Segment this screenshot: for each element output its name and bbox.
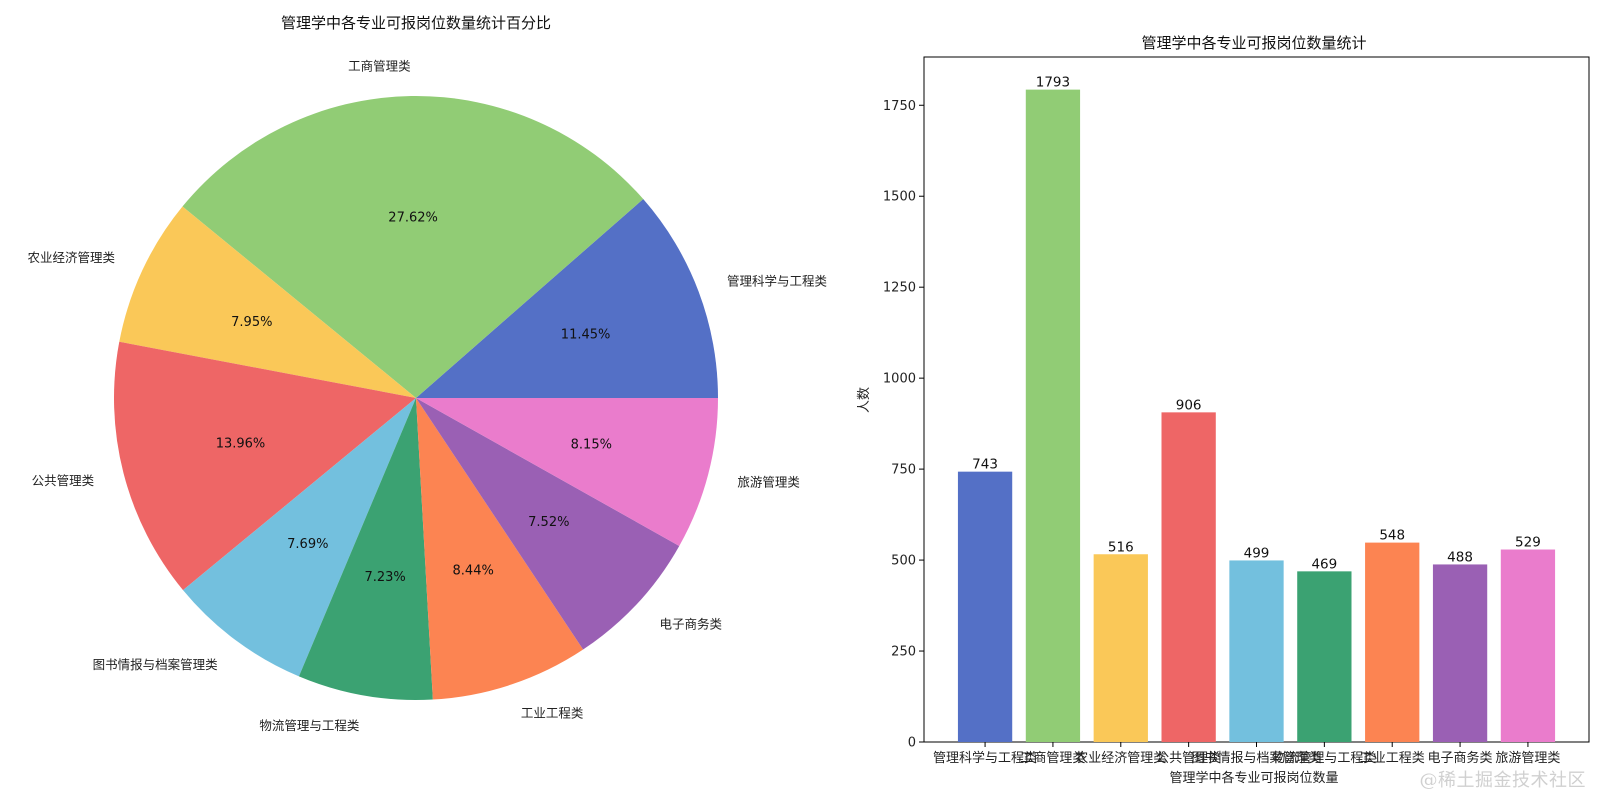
pie-percent-label: 11.45%: [561, 328, 611, 343]
x-tick-label: 管理科学与工程类: [933, 750, 1037, 766]
pie-slice: [182, 96, 644, 398]
bar-chart: 管理学中各专业可报岗位数量统计 0 250 500 750 1000 1250 1500 17…: [857, 34, 1590, 786]
bar: [1500, 549, 1556, 742]
bars: [957, 89, 1556, 743]
pie-percent-label: 27.62%: [388, 210, 438, 225]
pie-category-label: 公共管理类: [32, 473, 95, 488]
pie-category-label: 农业经济管理类: [27, 250, 115, 265]
pie-percent-label: 7.52%: [528, 515, 569, 530]
y-tick-label: 1500: [883, 190, 916, 205]
y-tick-label: 500: [891, 554, 916, 569]
pie-category-label: 物流管理与工程类: [259, 718, 360, 733]
pie-slices: [113, 96, 718, 701]
pie-category-label: 管理科学与工程类: [727, 274, 828, 289]
pie-category-label: 工商管理类: [348, 58, 411, 73]
x-tick-label: 工商管理类: [1020, 751, 1085, 766]
x-tick-label: 电子商务类: [1428, 750, 1493, 766]
bar-value-label: 529: [1515, 535, 1541, 551]
y-axis-ticks: 0 250 500 750 1000 1250 1500 1750: [883, 99, 924, 751]
pie-slice: [416, 398, 680, 650]
bar-value-label: 743: [972, 457, 998, 473]
y-tick-label: 1250: [883, 281, 916, 296]
pie-category-label: 电子商务类: [660, 617, 723, 632]
bar: [1365, 542, 1420, 742]
bar: [1432, 564, 1488, 742]
y-tick-label: 750: [891, 463, 916, 478]
bar: [1093, 554, 1148, 742]
y-tick-label: 1000: [883, 372, 916, 387]
x-tick-label: 公共管理类: [1156, 751, 1221, 766]
bar-value-label: 499: [1244, 545, 1270, 561]
x-tick-label: 图书情报与档案管理类: [1191, 751, 1321, 766]
pie-category-label: 旅游管理类: [737, 475, 800, 490]
pie-category-labels: 管理科学与工程类 工商管理类农业经济管理类公共管理类图书情报与档案管理类物流管理与…: [27, 58, 828, 733]
x-tick-label: 工业工程类: [1360, 751, 1425, 766]
bar-value-label: 906: [1176, 397, 1202, 413]
bar: [1161, 412, 1216, 742]
pie-chart: 管理学中各专业可报岗位数量统计百分比 11.45% 27.62% 7.95% 13.9…: [27, 14, 827, 733]
bar-value-label: 1793: [1036, 75, 1070, 91]
pie-slice: [119, 206, 416, 398]
pie-percent-label: 8.15%: [571, 437, 612, 452]
bar: [1229, 560, 1284, 742]
bar-value-label: 469: [1311, 556, 1337, 572]
y-axis-label: 人数: [857, 387, 872, 413]
pie-slice: [183, 398, 416, 677]
pie-percent-label: 7.23%: [364, 570, 405, 585]
y-tick-label: 250: [891, 645, 916, 660]
pie-slice: [416, 398, 718, 546]
pie-category-label: 工业工程类: [521, 706, 584, 721]
bar-value-labels: 743 1793 516 906 499 469 548 488 529: [972, 75, 1541, 573]
pie-slice: [113, 341, 417, 591]
x-tick-label: 物流管理与工程类: [1272, 751, 1376, 766]
bar-chart-title: 管理学中各专业可报岗位数量统计: [1141, 34, 1366, 52]
pie-percent-label: 7.95%: [231, 315, 272, 330]
bar: [957, 471, 1013, 742]
bar-value-label: 516: [1108, 539, 1134, 555]
bar: [1297, 571, 1352, 742]
pie-percent-label: 13.96%: [216, 437, 266, 452]
x-tick-label: 农业经济管理类: [1075, 751, 1166, 766]
y-tick-label: 0: [908, 736, 916, 751]
pie-category-label: 图书情报与档案管理类: [93, 657, 219, 672]
x-tick-label: 旅游管理类: [1495, 751, 1560, 766]
x-axis-ticks: 管理科学与工程类工商管理类农业经济管理类公共管理类图书情报与档案管理类物流管理与…: [933, 742, 1560, 766]
y-tick-label: 1750: [883, 99, 916, 114]
pie-percent-label: 8.44%: [453, 563, 494, 578]
bar: [1025, 89, 1081, 743]
pie-percent-label: 7.69%: [287, 537, 328, 552]
pie-slice: [416, 398, 584, 700]
pie-slice: [416, 199, 718, 398]
bar-value-label: 488: [1447, 549, 1473, 565]
pie-percent-labels: 11.45% 27.62% 7.95% 13.96% 7.69% 7.23% 8.44% 7.…: [216, 210, 612, 585]
x-axis-label: 管理学中各专业可报岗位数量: [1169, 770, 1338, 786]
watermark: @稀土掘金技术社区: [1419, 770, 1586, 791]
bar-value-label: 548: [1379, 528, 1405, 544]
pie-chart-title: 管理学中各专业可报岗位数量统计百分比: [281, 14, 551, 32]
pie-slice: [298, 398, 433, 701]
